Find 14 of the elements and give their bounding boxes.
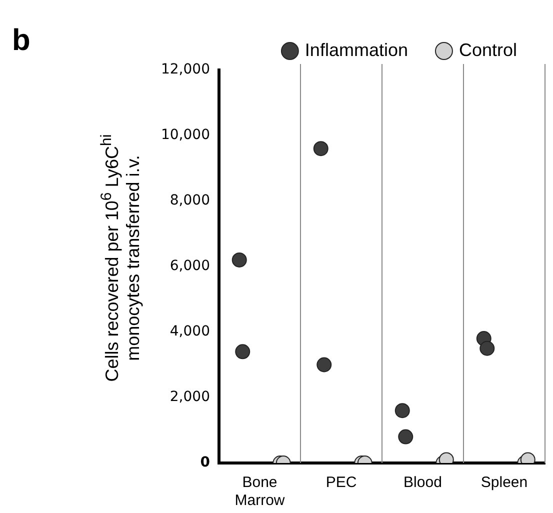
x-tick-label: Spleen [480,474,528,492]
y-tick-label: 4,000 [170,324,210,340]
y-tick-label: 2,000 [170,389,210,406]
y-tick-label: 8,000 [170,192,210,209]
chart-title: b [12,24,30,58]
legend-label: Inflammation [304,40,408,60]
y-tick-label: 0 [200,454,210,471]
y-tick-label: 10,000 [160,127,210,144]
x-tick-label: Bone Marrow [234,474,285,510]
y-tick-label: 12,000 [160,62,210,78]
x-tick-label: PEC [326,474,357,492]
legend-label: Control [458,40,518,60]
y-tick-label: 6,000 [170,258,210,274]
x-tick-label: Blood [404,474,442,492]
